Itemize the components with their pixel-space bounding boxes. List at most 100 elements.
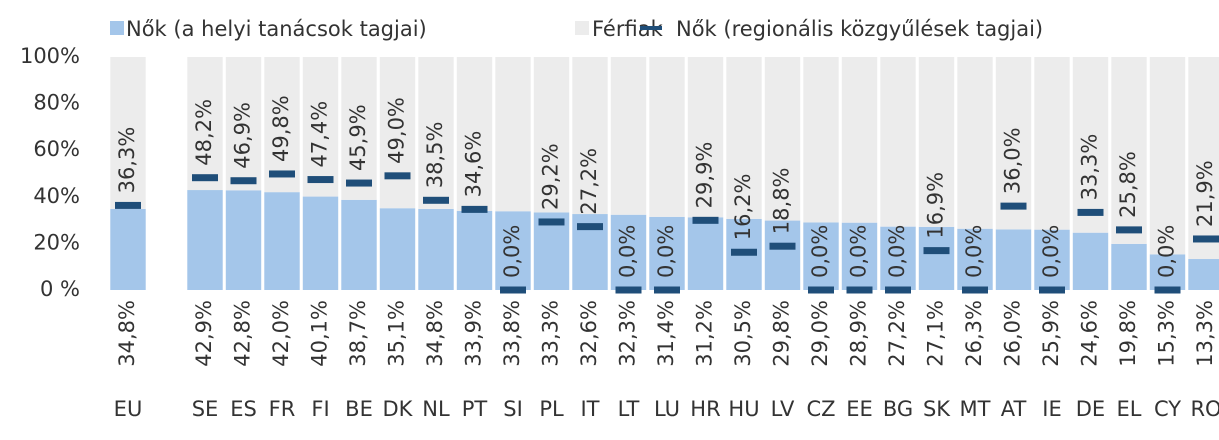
data-label: 46,9% (231, 102, 255, 169)
y-tick-label: 40% (33, 184, 80, 208)
data-label: 27,2% (577, 148, 601, 215)
data-label: 21,9% (1193, 160, 1217, 227)
x-tick-label: SE (192, 397, 219, 421)
bar (841, 57, 878, 223)
data-label: 15,3% (1155, 300, 1179, 367)
data-label: 33,3% (539, 300, 563, 367)
data-label: 0,0% (847, 225, 871, 278)
bar (1149, 254, 1186, 290)
legend-swatch (110, 21, 124, 35)
bar (341, 57, 377, 200)
bar (456, 57, 493, 212)
legend-label: Nők (a helyi tanácsok tagjai) (126, 17, 427, 41)
data-label: 0,0% (654, 225, 678, 278)
data-label: 16,2% (731, 174, 755, 241)
x-tick-label: IT (580, 397, 599, 421)
legend-label: Nők (regionális közgyűlések tagjai) (676, 17, 1043, 41)
bar (764, 57, 801, 221)
bar (918, 57, 955, 227)
x-tick-label: FI (311, 397, 329, 421)
line-marker (808, 286, 834, 294)
line-marker (423, 196, 449, 204)
bar (880, 226, 916, 290)
data-label: 49,0% (385, 97, 409, 164)
data-label: 0,0% (616, 225, 640, 278)
line-marker (1077, 208, 1104, 216)
data-label: 0,0% (1039, 225, 1063, 278)
line-marker (346, 179, 372, 187)
line-marker (115, 201, 141, 209)
x-tick-label: NL (422, 397, 450, 421)
line-marker (692, 216, 719, 224)
bar (841, 222, 878, 290)
line-marker (923, 247, 950, 255)
bar (1188, 57, 1219, 260)
x-tick-label: EU (114, 397, 143, 421)
bar (418, 208, 454, 290)
line-marker (769, 242, 796, 250)
y-tick-label: 80% (33, 91, 80, 115)
bar (726, 57, 762, 219)
bar (764, 220, 801, 290)
data-label: 29,8% (770, 300, 794, 367)
bar (649, 57, 685, 217)
bar (995, 57, 1032, 230)
data-label: 27,2% (885, 300, 909, 367)
x-tick-label: HU (728, 397, 759, 421)
data-label: 27,1% (924, 300, 948, 367)
bar (803, 57, 839, 223)
line-marker (192, 174, 218, 182)
data-label: 49,8% (269, 95, 293, 162)
data-label: 33,3% (1078, 134, 1102, 201)
line-marker (615, 286, 642, 294)
x-tick-label: FR (269, 397, 296, 421)
line-marker (1039, 286, 1065, 294)
bar (610, 57, 647, 215)
x-tick-label: LV (771, 397, 795, 421)
data-label: 42,0% (269, 300, 293, 367)
line-marker (307, 176, 334, 184)
x-tick-label: CY (1154, 397, 1181, 421)
y-tick-label: 20% (33, 230, 80, 254)
bar (1072, 57, 1109, 233)
data-label: 0,0% (808, 225, 832, 278)
bar (302, 196, 339, 290)
data-label: 35,1% (385, 300, 409, 367)
data-label: 0,0% (1155, 225, 1179, 278)
bar (110, 208, 146, 290)
x-tick-label: SI (503, 397, 523, 421)
bar (110, 57, 146, 209)
x-tick-label: DE (1076, 397, 1105, 421)
line-marker (1116, 226, 1142, 234)
bar (1111, 57, 1147, 244)
bar (918, 226, 955, 290)
data-label: 13,3% (1193, 300, 1217, 367)
line-marker (1154, 286, 1181, 294)
y-tick-label: 0 % (40, 277, 80, 301)
data-label: 18,8% (770, 167, 794, 234)
bar (533, 57, 570, 213)
x-tick-label: LT (618, 397, 640, 421)
y-tick-label: 60% (33, 137, 80, 161)
bar (803, 222, 839, 290)
bar (687, 217, 724, 290)
data-label: 29,0% (808, 300, 832, 367)
x-tick-label: LU (654, 397, 680, 421)
bar (880, 57, 916, 227)
bar (379, 208, 416, 290)
line-marker (230, 177, 257, 185)
x-tick-label: PL (539, 397, 564, 421)
line-marker (461, 205, 488, 213)
data-label: 31,2% (693, 300, 717, 367)
data-label: 29,2% (539, 143, 563, 210)
line-marker (577, 223, 603, 231)
data-label: 0,0% (500, 225, 524, 278)
data-label: 33,9% (462, 300, 486, 367)
bar (225, 57, 262, 191)
data-label: 42,8% (231, 300, 255, 367)
bar (1111, 243, 1147, 290)
x-tick-label: HR (690, 397, 720, 421)
data-label: 32,6% (577, 300, 601, 367)
data-label: 40,1% (308, 300, 332, 367)
data-label: 0,0% (962, 225, 986, 278)
